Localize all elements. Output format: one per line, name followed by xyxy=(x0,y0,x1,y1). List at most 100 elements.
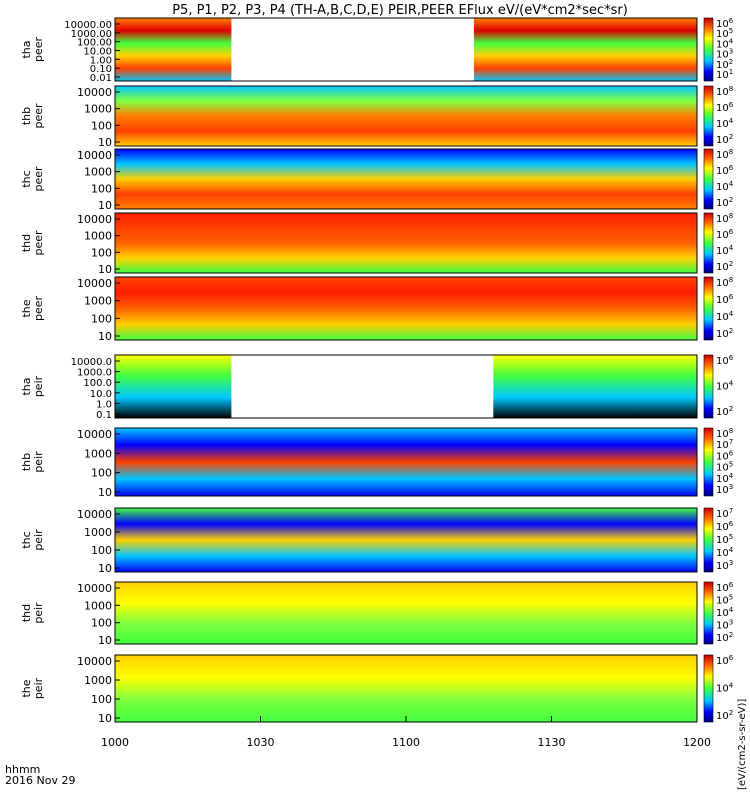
spectrogram-image-the_peer xyxy=(115,277,697,340)
panel-label-probe: the xyxy=(20,299,33,317)
colorbar-tick-label: 106 xyxy=(716,228,734,241)
colorbar-tick-label: 104 xyxy=(716,37,734,50)
y-tick-label: 10 xyxy=(98,199,112,212)
colorbar-tick-label: 106 xyxy=(716,293,734,306)
y-tick-label: 10 xyxy=(98,263,112,276)
y-tick-label: 1000 xyxy=(84,166,112,179)
colorbar-unit-label: [eV/(cm2-s-sr-eV)] xyxy=(737,699,748,790)
colorbar-tick-label: 106 xyxy=(716,449,734,462)
y-tick-label: 100 xyxy=(91,693,112,706)
y-tick-label: 100 xyxy=(91,119,112,132)
y-tick-label: 0.10 xyxy=(90,64,112,75)
panel-label-probe: thd xyxy=(20,604,33,622)
y-tick-label: 10 xyxy=(98,486,112,499)
colorbar-thb_peir xyxy=(703,427,714,497)
y-tick-label: 100 xyxy=(91,312,112,325)
colorbar-tick-label: 108 xyxy=(716,85,733,98)
y-tick-label: 100.00 xyxy=(77,38,112,49)
panel-label-probe: thc xyxy=(20,170,33,187)
x-tick-label: 1000 xyxy=(101,736,129,749)
colorbar-tha_peir xyxy=(703,354,714,419)
colorbar-tick-label: 102 xyxy=(716,58,733,71)
colorbar-tick-label: 106 xyxy=(716,101,734,114)
x-tick-label: 1200 xyxy=(683,736,711,749)
y-tick-label: 10000 xyxy=(77,428,112,441)
y-tick-label: 100.0 xyxy=(83,378,112,389)
y-tick-label: 10000 xyxy=(77,149,112,162)
y-tick-label: 100 xyxy=(91,544,112,557)
colorbar-thc_peir xyxy=(703,507,714,573)
y-tick-label: 1000.0 xyxy=(77,368,112,379)
spectrogram-image-the_peir xyxy=(115,655,697,722)
colorbar-the_peer xyxy=(703,276,714,341)
x-tick-label: 1130 xyxy=(538,736,566,749)
panel-label-probe: thb xyxy=(20,107,33,125)
y-tick-label: 1000 xyxy=(84,230,112,243)
spectrogram-panel-thd_peer: 10000 1000 100 10 thd peer 108 106 104 102 xyxy=(20,212,734,276)
y-tick-label: 100 xyxy=(91,182,112,195)
panel-frame-the_peer xyxy=(114,276,698,341)
colorbar-tick-label: 104 xyxy=(716,380,734,393)
spectrogram-image-thd_peer xyxy=(115,213,697,273)
y-tick-label: 1000 xyxy=(84,526,112,539)
panel-label-probe: tha xyxy=(20,40,33,58)
spectrogram-panel-thb_peer: 10000 1000 100 10 thb peer 108 106 104 102 xyxy=(20,85,734,149)
colorbar-thb_peer xyxy=(703,85,714,147)
y-tick-label: 1000 xyxy=(84,599,112,612)
y-tick-label: 10000 xyxy=(77,508,112,521)
y-tick-label: 10000 xyxy=(77,86,112,99)
spectrogram-image-thc_peir xyxy=(115,508,697,572)
panel-label-mode: peer xyxy=(32,230,45,256)
panel-frame-thc_peer xyxy=(114,148,698,210)
y-tick-label: 10000 xyxy=(77,582,112,595)
panel-frame-thc_peir xyxy=(114,507,698,573)
y-tick-label: 1000 xyxy=(84,295,112,308)
colorbar-tick-label: 105 xyxy=(716,594,733,607)
colorbar-tick-label: 102 xyxy=(716,327,733,340)
panel-label-probe: thc xyxy=(20,531,33,548)
spectrogram-panel-the_peir: 10000 1000 100 10 the peir 106 104 102 xyxy=(20,654,734,725)
y-tick-label: 10000 xyxy=(77,655,112,668)
time-axis-date-label: 2016 Nov 29 xyxy=(5,774,75,787)
colorbar-tick-label: 103 xyxy=(716,483,733,496)
colorbar-tick-label: 102 xyxy=(716,133,733,146)
y-tick-label: 10000 xyxy=(77,277,112,290)
colorbar-tick-label: 106 xyxy=(716,354,734,367)
panel-label-probe: the xyxy=(20,679,33,697)
panel-frame-thb_peir xyxy=(114,427,698,497)
panel-label-mode: peir xyxy=(32,529,45,551)
panel-label-mode: peer xyxy=(32,37,45,63)
data-gap-tha_peer xyxy=(231,18,474,81)
y-tick-label: 0.1 xyxy=(96,410,112,421)
colorbar-tick-label: 101 xyxy=(716,68,733,81)
colorbar-tick-label: 103 xyxy=(716,559,733,572)
x-tick-label: 1100 xyxy=(392,736,420,749)
panel-label-mode: peir xyxy=(32,602,45,624)
colorbar-tick-label: 106 xyxy=(716,164,734,177)
colorbar-tick-label: 108 xyxy=(716,276,733,289)
panel-label-probe: tha xyxy=(20,377,33,395)
y-tick-label: 10000.00 xyxy=(64,20,112,31)
colorbar-tick-label: 107 xyxy=(716,507,733,520)
x-tick-label: 1030 xyxy=(247,736,275,749)
y-tick-label: 0.01 xyxy=(90,73,112,84)
panel-label-mode: peir xyxy=(32,375,45,397)
panel-frame-thb_peer xyxy=(114,85,698,147)
panel-label-probe: thb xyxy=(20,453,33,471)
colorbar-tick-label: 104 xyxy=(716,117,734,130)
spectrogram-image-thb_peir xyxy=(115,428,697,496)
colorbar-tick-label: 106 xyxy=(716,17,734,30)
y-tick-label: 10 xyxy=(98,562,112,575)
colorbar-tick-label: 104 xyxy=(716,682,734,695)
colorbar-tick-label: 102 xyxy=(716,405,733,418)
y-tick-label: 10.0 xyxy=(90,389,112,400)
colorbar-tick-label: 105 xyxy=(716,27,733,40)
colorbar-the_peir xyxy=(703,654,714,723)
y-tick-label: 100 xyxy=(91,617,112,630)
y-tick-label: 10 xyxy=(98,712,112,725)
colorbar-tick-label: 108 xyxy=(716,427,733,440)
panel-label-mode: peir xyxy=(32,451,45,473)
